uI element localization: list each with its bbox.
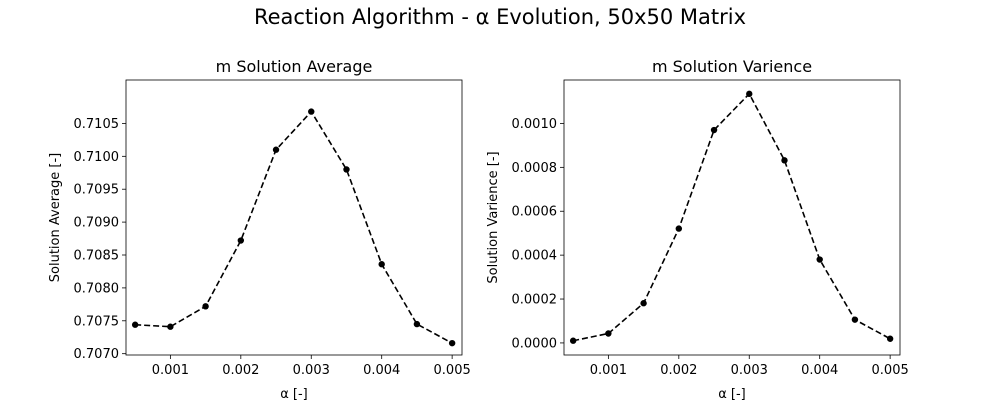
chart-1-plot-frame (125, 79, 463, 356)
chart-2-data-point (746, 90, 753, 98)
chart-2-x-tick-label: 0.002 (660, 363, 697, 378)
chart-2-x-tick-label: 0.005 (872, 363, 909, 378)
chart-2-x-tick-label: 0.004 (801, 363, 838, 378)
chart-1-x-axis-label: α [-] (280, 387, 308, 400)
chart-1-y-tick-label: 0.7100 (74, 150, 120, 165)
chart-1-x-tick-label: 0.003 (293, 363, 330, 378)
chart-2-title: m Solution Varience (652, 57, 812, 76)
chart-1-x-tick-label: 0.004 (363, 363, 400, 378)
chart-2-x-tick-label: 0.001 (590, 363, 627, 378)
chart-1-data-point (413, 320, 421, 328)
chart-2-data-point (640, 300, 647, 307)
chart-1-y-tick-label: 0.7070 (74, 347, 120, 362)
chart-2-x-axis-label: α [-] (718, 387, 746, 400)
chart-1-y-tick-label: 0.7095 (74, 183, 120, 198)
chart-1-y-tick-label: 0.7085 (74, 249, 120, 264)
chart-1-data-point (378, 261, 385, 268)
chart-1-title: m Solution Average (216, 57, 373, 76)
chart-2-data-point (569, 337, 577, 344)
chart-2-plot-frame (563, 79, 901, 356)
chart-1-data-point (202, 303, 209, 310)
chart-1-data-point (448, 339, 456, 347)
chart-1-data-point (272, 146, 280, 153)
chart-1-y-tick-label: 0.7075 (74, 314, 120, 329)
chart-2-series-line (572, 92, 891, 342)
chart-2-x-tick-label: 0.003 (731, 363, 768, 378)
chart-1-x-tick-label: 0.001 (152, 363, 189, 378)
chart-2-data-point (886, 335, 894, 342)
chart-2-data-point (605, 330, 612, 337)
chart-2-data-point (851, 316, 859, 323)
chart-1-data-point (237, 237, 245, 244)
chart-2-y-tick-label: 0.0010 (512, 117, 558, 132)
chart-1-data-point (167, 323, 174, 330)
chart-1-data-point (131, 321, 139, 328)
chart-2-y-tick-label: 0.0008 (512, 161, 558, 176)
chart-1-y-axis-label: Solution Average [-] (48, 153, 63, 282)
chart-1-series-line (135, 110, 453, 344)
chart-2-y-tick-label: 0.0000 (512, 336, 558, 351)
chart-2-y-tick-label: 0.0002 (512, 293, 558, 308)
chart-2-data-point (675, 225, 683, 232)
chart-1-data-point (308, 108, 315, 115)
chart-1-y-tick-label: 0.7080 (74, 281, 120, 296)
chart-1-data-point (343, 166, 350, 173)
chart-1-y-tick-label: 0.7090 (74, 216, 120, 231)
chart-2-data-point (816, 256, 823, 263)
chart-2-y-tick-label: 0.0004 (512, 249, 558, 264)
chart-2-data-point (781, 157, 788, 164)
chart-1-x-tick-label: 0.005 (434, 363, 471, 378)
chart-2-y-axis-label: Solution Varience [-] (486, 151, 501, 283)
chart-2-data-point (710, 126, 718, 134)
figure-title: Reaction Algorithm - α Evolution, 50x50 … (253, 5, 747, 29)
chart-1-y-tick-label: 0.7105 (74, 117, 120, 132)
chart-1-x-tick-label: 0.002 (222, 363, 259, 378)
chart-2-y-tick-label: 0.0006 (512, 205, 558, 220)
